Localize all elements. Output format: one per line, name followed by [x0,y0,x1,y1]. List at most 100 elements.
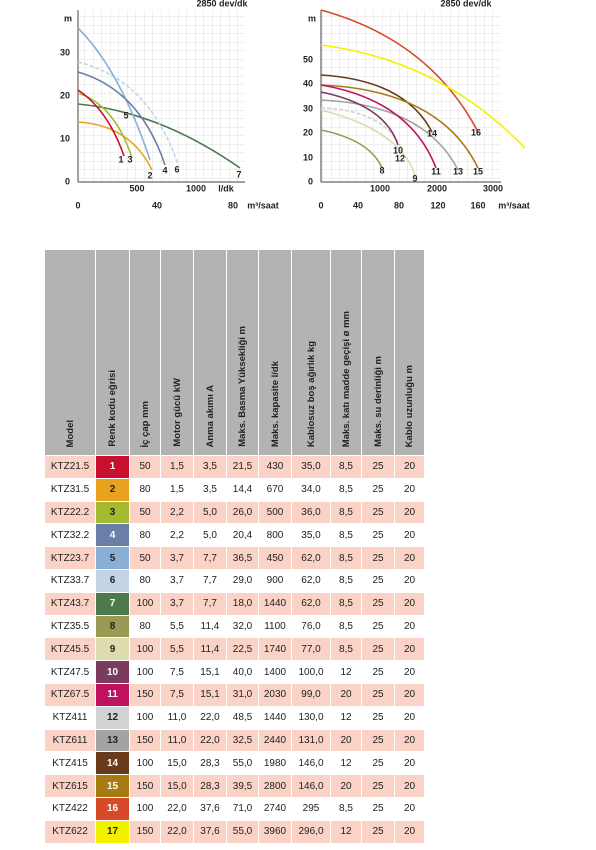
table-row: KTZ415 14 100 15,0 28,3 55,0 1980 146,0 12 25 20 [44,751,425,776]
table-cell: 77,0 [291,637,331,662]
table-cell: 50 [129,455,161,479]
m3-tick-label: 40 [353,200,363,210]
table-cell: 39,5 [226,774,259,798]
flow-tick-label: 1000 [370,183,390,193]
header-text: Anma akımı A [204,384,216,447]
table-row: KTZ35.5 8 80 5,5 11,4 32,0 1100 76,0 8,5 25 20 [44,614,425,639]
header-cell: İç çap mm [129,249,161,456]
header-text: Kablosuz boş ağırlık kg [305,340,317,447]
table-cell: 100 [129,796,161,821]
table-cell: 8,5 [330,637,362,662]
header-cell: Maks. su derinliği m [361,249,395,456]
table-cell: 20 [394,751,425,776]
table-cell: 1440 [258,705,292,730]
table-cell: 1100 [258,614,292,639]
table-cell: 1440 [258,591,292,616]
table-cell: 20 [394,774,425,798]
header-text: Renk kodu eğrisi [107,370,118,447]
spec-table: Model Renk kodu eğrisi İç çap mm Motor gücü… [44,249,425,844]
table-cell: 25 [361,637,395,662]
table-cell: 5,0 [193,523,227,548]
table-cell: 35,0 [291,455,331,479]
table-cell: 32,5 [226,728,259,753]
table-cell: 430 [258,455,292,479]
table-cell: 18,0 [226,591,259,616]
header-text: Maks. Basma Yüksekliği m [237,326,248,447]
y-tick-label: 40 [303,78,313,88]
table-cell: KTZ35.5 [44,614,96,639]
table-cell: 3,7 [160,568,194,593]
table-cell: 37,6 [193,796,227,821]
curve-label: 15 [473,166,483,176]
table-cell: 50 [129,546,161,570]
table-cell: 20,4 [226,523,259,548]
table-cell: 3960 [258,819,292,844]
table-cell: 12 [330,660,362,684]
table-row: KTZ31.5 2 80 1,5 3,5 14,4 670 34,0 8,5 25 20 [44,477,425,502]
table-cell: 2,2 [160,500,194,525]
color-code-cell: 11 [95,682,130,707]
m3-tick-label: 80 [394,200,404,210]
curves-left [77,27,241,171]
table-row: KTZ47.5 10 100 7,5 15,1 40,0 1400 100,0 12 25 20 [44,660,425,684]
table-cell: 7,7 [193,591,227,616]
color-code-cell: 5 [95,546,130,570]
table-cell: 150 [129,774,161,798]
m3-unit: m³/saat [247,200,279,210]
table-cell: KTZ22.2 [44,500,96,525]
table-cell: 22,0 [193,728,227,753]
table-cell: 22,0 [193,705,227,730]
table-row: KTZ45.5 9 100 5,5 11,4 22,5 1740 77,0 8,5 25 20 [44,637,425,662]
table-row: KTZ32.2 4 80 2,2 5,0 20,4 800 35,0 8,5 25 20 [44,523,425,548]
table-cell: 34,0 [291,477,331,502]
table-cell: 62,0 [291,546,331,570]
curve-label: 4 [162,165,167,175]
table-cell: 8,5 [330,477,362,502]
table-cell: 7,7 [193,546,227,570]
color-code-cell: 4 [95,523,130,548]
table-cell: 28,3 [193,774,227,798]
table-cell: 131,0 [291,728,331,753]
table-cell: 20 [394,591,425,616]
color-code-cell: 3 [95,500,130,525]
curve-label: 12 [395,153,405,163]
y-tick-label: 0 [65,176,70,186]
table-cell: 11,4 [193,637,227,662]
table-cell: 1400 [258,660,292,684]
table-cell: 37,6 [193,819,227,844]
y-tick-label: 30 [303,103,313,113]
table-cell: 25 [361,477,395,502]
m3-tick-label: 120 [430,200,445,210]
table-cell: 130,0 [291,705,331,730]
table-cell: 80 [129,523,161,548]
header-text: Maks. kapasite l/dk [269,360,281,447]
table-cell: 8,5 [330,500,362,525]
table-cell: 25 [361,568,395,593]
curves-right [320,9,526,176]
table-cell: 71,0 [226,796,259,821]
table-cell: 100 [129,751,161,776]
table-cell: 40,0 [226,660,259,684]
color-code-cell: 9 [95,637,130,662]
table-row: KTZ615 15 150 15,0 28,3 39,5 2800 146,0 20 25 20 [44,774,425,798]
table-cell: KTZ43.7 [44,591,96,616]
m3-unit: m³/saat [498,200,530,210]
table-cell: 20 [394,682,425,707]
table-row: KTZ23.7 5 50 3,7 7,7 36,5 450 62,0 8,5 25 20 [44,546,425,570]
table-cell: 32,0 [226,614,259,639]
curve-label: 14 [427,128,437,138]
table-cell: 20 [394,819,425,844]
table-cell: 20 [330,774,362,798]
table-cell: 55,0 [226,751,259,776]
table-cell: 31,0 [226,682,259,707]
table-cell: 8,5 [330,796,362,821]
flow-unit: l/dk [218,183,234,193]
header-cell: Maks. Basma Yüksekliği m [226,249,259,456]
color-code-cell: 15 [95,774,130,798]
table-cell: KTZ622 [44,819,96,844]
header-cell: Model [44,249,96,456]
color-code-cell: 8 [95,614,130,639]
table-cell: 1,5 [160,477,194,502]
table-cell: KTZ67.5 [44,682,96,707]
table-cell: 1,5 [160,455,194,479]
